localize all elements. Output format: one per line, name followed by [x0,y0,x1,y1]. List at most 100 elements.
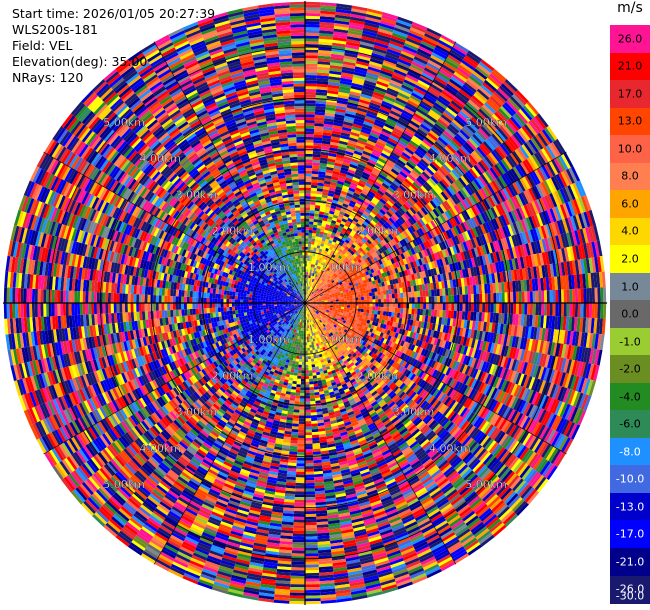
velocity-gate [439,295,443,303]
velocity-gate [305,136,314,140]
velocity-gate [305,69,318,73]
velocity-gate [358,305,362,309]
velocity-gate [305,196,311,199]
velocity-gate [323,129,333,134]
velocity-gate [408,291,412,298]
velocity-gate [319,19,335,23]
velocity-gate [484,303,488,313]
velocity-gate [436,309,440,318]
velocity-gate [538,290,542,303]
velocity-gate [305,29,320,34]
velocity-gate [320,7,336,12]
velocity-gate [323,121,334,125]
velocity-gate [312,159,320,163]
velocity-gate [594,303,598,319]
velocity-gate [563,289,567,303]
velocity-gate [422,290,426,297]
velocity-gate [305,52,319,56]
velocity-gate [305,170,312,174]
velocity-gate [305,18,320,22]
velocity-gate [305,252,308,256]
velocity-gate [442,288,446,296]
velocity-gate [305,235,309,239]
velocity-gate [451,303,455,311]
velocity-gate [470,294,474,303]
velocity-gate [310,193,317,197]
velocity-gate [305,94,316,98]
velocity-gate [313,134,323,138]
velocity-gate [307,244,312,247]
velocity-gate [315,236,319,240]
velocity-gate [305,125,315,129]
velocity-gate [479,293,483,303]
velocity-gate [362,290,367,294]
velocity-gate [377,295,381,300]
velocity-gate [310,190,317,194]
velocity-gate [386,298,390,303]
velocity-gate [319,33,334,37]
velocity-gate [468,294,472,303]
velocity-gate [312,154,321,158]
velocity-gate [320,2,337,7]
velocity-gate [309,213,315,217]
velocity-gate [319,27,334,32]
velocity-gate [580,288,584,303]
velocity-gate [322,135,332,139]
velocity-gate [357,291,361,295]
velocity-gate [422,309,426,316]
velocity-gate [366,296,370,300]
velocity-gate [313,247,317,251]
velocity-gate [326,93,338,98]
velocity-gate [417,308,421,316]
velocity-gate [462,303,466,312]
velocity-gate [305,35,319,39]
velocity-gate [311,235,316,239]
velocity-gate [305,210,310,213]
velocity-gate [312,156,321,161]
velocity-gate [305,165,313,169]
velocity-gate [352,295,356,298]
velocity-gate [317,61,331,65]
velocity-gate [347,298,350,301]
velocity-gate [391,293,395,299]
velocity-gate [439,310,443,318]
velocity-gate [442,295,446,303]
velocity-gate [311,182,318,186]
velocity-gate [433,289,438,297]
velocity-gate [319,160,328,164]
velocity-gate [394,293,398,299]
velocity-gate [400,297,404,303]
velocity-gate [313,244,318,248]
velocity-gate [341,298,345,302]
velocity-gate [305,128,315,132]
velocity-gate [305,142,314,146]
velocity-gate [600,303,604,319]
velocity-gate [433,309,438,317]
velocity-gate [417,303,421,309]
velocity-gate [544,290,548,303]
velocity-gate [411,303,415,309]
velocity-gate [374,310,378,315]
velocity-gate [323,123,334,128]
velocity-gate [305,162,313,166]
velocity-gate [445,288,449,296]
velocity-gate [305,151,313,154]
velocity-gate [386,303,390,308]
velocity-gate [309,224,314,228]
velocity-gate [482,303,486,313]
velocity-gate [434,303,438,310]
velocity-gate [308,229,313,233]
velocity-gate [314,128,324,133]
velocity-gate [465,303,469,312]
velocity-gate [308,266,311,270]
velocity-gate [305,204,311,208]
velocity-gate [305,58,318,62]
velocity-gate [305,179,312,183]
velocity-gate [529,303,533,315]
velocity-gate [316,75,329,79]
velocity-gate [311,261,314,265]
velocity-gate [332,42,346,48]
velocity-gate [529,291,533,303]
velocity-gate [346,296,350,299]
velocity-gate [352,308,356,311]
